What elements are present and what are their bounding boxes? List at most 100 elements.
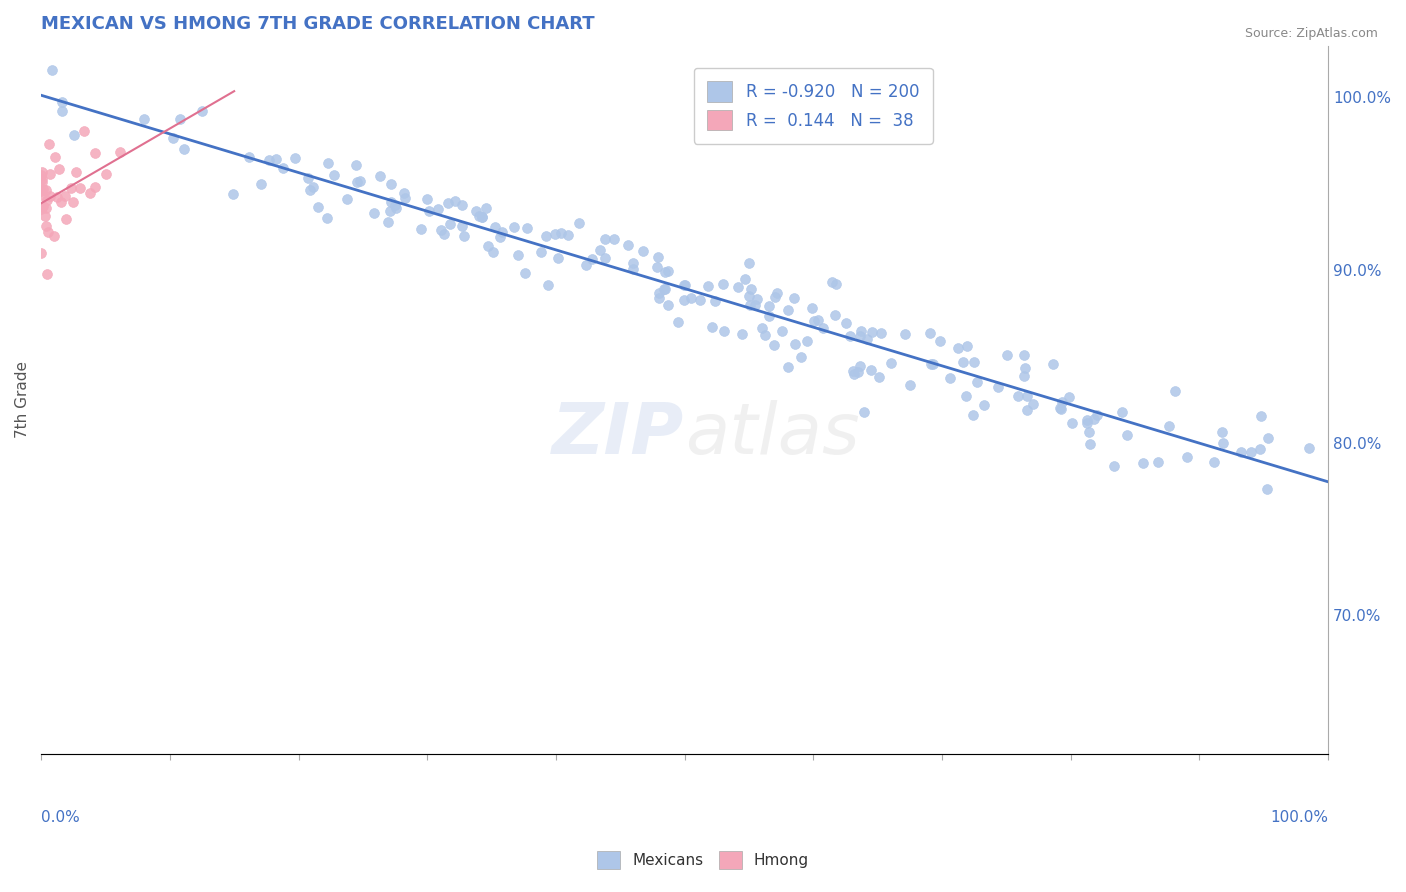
Point bbox=[284, 151, 307, 165]
Point bbox=[316, 211, 339, 226]
Point bbox=[96, 167, 118, 181]
Point bbox=[727, 279, 749, 293]
Point bbox=[713, 324, 735, 338]
Point bbox=[534, 228, 557, 243]
Point bbox=[1014, 368, 1036, 383]
Point bbox=[603, 232, 626, 246]
Point bbox=[689, 293, 711, 307]
Point bbox=[672, 293, 695, 307]
Point bbox=[49, 195, 72, 210]
Point bbox=[222, 187, 245, 202]
Point bbox=[1249, 442, 1271, 456]
Point bbox=[783, 291, 806, 305]
Point bbox=[169, 112, 191, 127]
Point bbox=[550, 226, 572, 240]
Point bbox=[1050, 401, 1073, 416]
Point bbox=[1157, 419, 1180, 434]
Point bbox=[711, 277, 734, 292]
Point bbox=[859, 362, 882, 376]
Point bbox=[652, 283, 675, 297]
Point bbox=[839, 329, 862, 343]
Point bbox=[32, 182, 55, 196]
Point bbox=[344, 158, 367, 172]
Point bbox=[430, 223, 453, 237]
Point bbox=[842, 364, 865, 378]
Point bbox=[1102, 458, 1125, 473]
Point bbox=[801, 301, 824, 315]
Point bbox=[1175, 450, 1198, 464]
Point bbox=[380, 194, 402, 209]
Point bbox=[336, 192, 359, 206]
Point bbox=[860, 325, 883, 339]
Point bbox=[704, 294, 727, 309]
Point bbox=[31, 171, 53, 186]
Point bbox=[51, 104, 73, 119]
Point bbox=[763, 290, 786, 304]
Point bbox=[42, 229, 65, 244]
Point bbox=[301, 180, 323, 194]
Point bbox=[657, 298, 679, 312]
Point bbox=[35, 193, 58, 207]
Legend: Mexicans, Hmong: Mexicans, Hmong bbox=[591, 845, 815, 875]
Point bbox=[952, 355, 974, 369]
Point bbox=[955, 389, 977, 403]
Point bbox=[778, 302, 800, 317]
Point bbox=[666, 315, 689, 329]
Point bbox=[238, 150, 260, 164]
Point bbox=[920, 357, 942, 371]
Point bbox=[453, 228, 475, 243]
Point bbox=[1012, 348, 1035, 362]
Point bbox=[856, 332, 879, 346]
Point bbox=[738, 289, 761, 303]
Point bbox=[471, 211, 494, 225]
Point bbox=[1111, 405, 1133, 419]
Point bbox=[785, 337, 807, 351]
Point bbox=[162, 130, 184, 145]
Point bbox=[696, 278, 718, 293]
Text: MEXICAN VS HMONG 7TH GRADE CORRELATION CHART: MEXICAN VS HMONG 7TH GRADE CORRELATION C… bbox=[41, 15, 595, 33]
Point bbox=[568, 216, 591, 230]
Point bbox=[623, 255, 645, 269]
Point bbox=[380, 178, 402, 192]
Point bbox=[394, 191, 416, 205]
Point bbox=[48, 161, 70, 176]
Point bbox=[846, 365, 869, 379]
Point bbox=[513, 266, 536, 280]
Point bbox=[1212, 435, 1234, 450]
Point bbox=[250, 178, 273, 192]
Point bbox=[647, 250, 669, 264]
Point bbox=[842, 367, 865, 381]
Point bbox=[65, 164, 87, 178]
Point bbox=[34, 209, 56, 223]
Point bbox=[83, 180, 105, 194]
Point bbox=[731, 327, 754, 342]
Point bbox=[516, 220, 538, 235]
Point bbox=[744, 297, 766, 311]
Point bbox=[751, 321, 773, 335]
Point bbox=[790, 350, 813, 364]
Point bbox=[648, 286, 671, 301]
Point bbox=[191, 104, 214, 119]
Point bbox=[962, 408, 984, 422]
Y-axis label: 7th Grade: 7th Grade bbox=[15, 361, 30, 438]
Point bbox=[346, 175, 368, 189]
Point bbox=[1007, 389, 1029, 403]
Point bbox=[796, 334, 818, 348]
Point bbox=[1076, 413, 1098, 427]
Point bbox=[349, 174, 371, 188]
Point bbox=[41, 62, 63, 77]
Point bbox=[464, 203, 486, 218]
Point bbox=[803, 314, 825, 328]
Legend: R = -0.920   N = 200, R =  0.144   N =  38: R = -0.920 N = 200, R = 0.144 N = 38 bbox=[695, 68, 932, 144]
Point bbox=[392, 186, 415, 201]
Point bbox=[530, 245, 553, 260]
Point bbox=[51, 95, 73, 109]
Point bbox=[1250, 409, 1272, 423]
Point bbox=[894, 327, 917, 342]
Point bbox=[929, 334, 952, 348]
Point bbox=[79, 186, 101, 200]
Point bbox=[62, 194, 84, 209]
Point bbox=[575, 259, 598, 273]
Point bbox=[30, 184, 52, 198]
Point bbox=[385, 202, 408, 216]
